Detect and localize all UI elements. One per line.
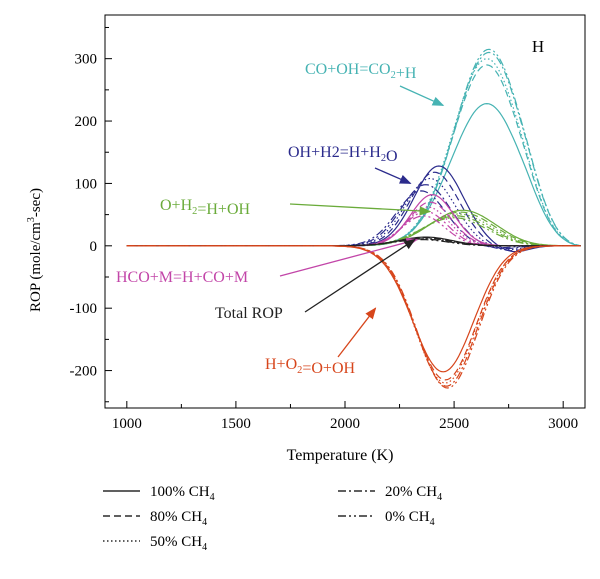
arrow-o_h2 [289,203,432,216]
series-line-hco_m-0 [126,194,581,247]
y-tick-label: 300 [75,52,98,68]
y-axis-label-sup: 3 [26,217,37,222]
y-tick-label: 0 [90,239,98,255]
reaction-annotations: CO+OH=CO2+H OH+H2=H+H2O O+H2=H+OH HCO+M=H+C… [116,61,445,377]
legend-label-4: 0% CH4 [385,509,435,528]
arrow-hco_m [279,237,419,277]
x-axis-label: Temperature (K) [287,447,394,464]
annotation-co_oh: CO+OH=CO2+H [305,61,417,82]
arrow-oh_h2 [374,167,412,185]
annotation-o_h2: O+H2=H+OH [160,197,251,218]
x-tick-label: 2000 [330,416,360,432]
panel-label: H [532,37,544,56]
series-line-h_o2-0 [126,245,581,373]
y-tick-label: 200 [75,114,98,130]
arrow-total [304,238,416,313]
legend-label-3: 20% CH4 [385,484,442,503]
y-axis-label-post: -sec) [28,188,44,217]
legend-label-0: 100% CH4 [150,484,215,503]
series-line-oh_h2-2 [126,177,581,251]
legend: 100% CH4 80% CH4 50% CH4 20% CH4 0% CH4 [103,484,442,553]
series-line-h_o2-4 [126,245,581,389]
arrow-h_o2 [337,307,377,358]
plot-area: 1000 1500 2000 2500 3000 -200 -100 0 100 200 300 [70,14,586,432]
arrow-co_oh [399,85,445,107]
x-tick-label: 1000 [112,416,142,432]
axis-ticks: 1000 1500 2000 2500 3000 -200 -100 0 100 200 300 [70,26,578,432]
y-axis-label: ROP (mole/cm3-sec) [26,188,44,312]
x-tick-label: 1500 [221,416,251,432]
annotation-hco_m: HCO+M=H+CO+M [116,269,248,286]
y-tick-label: 100 [75,176,98,192]
series-line-o_h2-4 [126,217,581,247]
legend-label-1: 80% CH4 [150,509,207,528]
y-axis-label-pre: ROP (mole/cm [28,222,44,312]
annotation-h_o2: H+O2=O+OH [265,356,356,377]
x-tick-label: 3000 [548,416,578,432]
series-line-hco_m-4 [126,215,581,247]
series-line-o_h2-3 [126,215,581,247]
series-line-co_oh-0 [126,102,581,247]
legend-label-2: 50% CH4 [150,534,207,553]
y-tick-label: -100 [70,301,98,317]
y-tick-label: -200 [70,364,98,380]
annotation-oh_h2: OH+H2=H+H2O [288,144,398,165]
x-tick-label: 2500 [439,416,469,432]
data-curves [126,48,581,389]
annotation-total: Total ROP [215,305,283,322]
